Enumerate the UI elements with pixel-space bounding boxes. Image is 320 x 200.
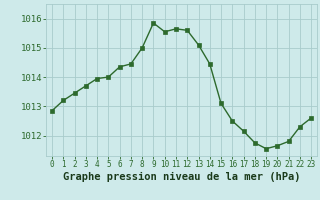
- X-axis label: Graphe pression niveau de la mer (hPa): Graphe pression niveau de la mer (hPa): [63, 172, 300, 182]
